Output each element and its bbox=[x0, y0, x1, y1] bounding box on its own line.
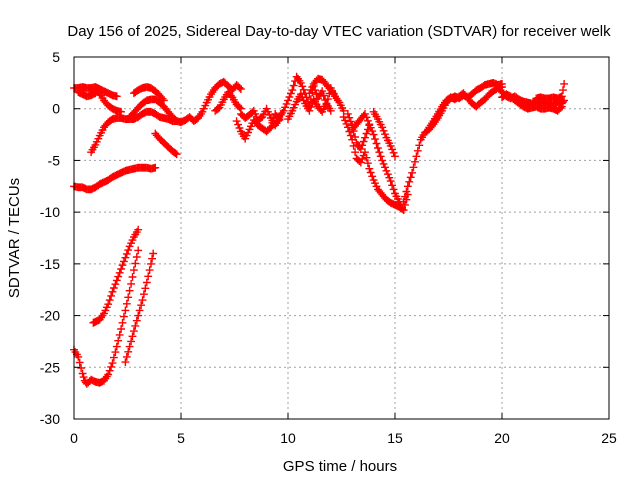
data-points bbox=[70, 72, 568, 388]
marker-path bbox=[211, 88, 245, 115]
marker-path bbox=[172, 77, 245, 127]
y-tick-label: -10 bbox=[40, 204, 60, 220]
series-arc-21 bbox=[348, 110, 408, 214]
series-arc-17 bbox=[284, 90, 335, 123]
marker-path bbox=[425, 83, 506, 132]
marker-path bbox=[275, 72, 348, 121]
y-axis-label: SDTVAR / TECUs bbox=[6, 178, 23, 298]
x-tick-label: 5 bbox=[177, 430, 185, 446]
y-tick-label: -25 bbox=[40, 359, 60, 375]
marker-path bbox=[532, 80, 568, 103]
marker-path bbox=[232, 110, 284, 143]
chart-title: Day 156 of 2025, Sidereal Day-to-day VTE… bbox=[67, 23, 611, 40]
marker-path bbox=[130, 83, 168, 105]
series-arc-26 bbox=[498, 90, 566, 115]
plot-frame bbox=[73, 56, 610, 420]
series-arc-7 bbox=[151, 129, 181, 159]
x-tick-label: 20 bbox=[494, 430, 510, 446]
series-arc-22 bbox=[369, 107, 399, 161]
marker-path bbox=[348, 110, 408, 214]
y-tick-label: 0 bbox=[52, 101, 60, 117]
x-tick-label: 25 bbox=[601, 430, 617, 446]
marker-path bbox=[237, 104, 284, 130]
marker-path bbox=[89, 225, 143, 327]
x-tick-label: 10 bbox=[280, 430, 296, 446]
series-arc-11 bbox=[121, 249, 158, 366]
series-arc-27 bbox=[532, 80, 568, 103]
x-tick-label: 15 bbox=[387, 430, 403, 446]
y-tick-label: 5 bbox=[52, 49, 60, 65]
y-tick-label: -5 bbox=[48, 152, 61, 168]
series-arc-13 bbox=[211, 88, 245, 115]
series-arc-6 bbox=[130, 83, 168, 105]
marker-path bbox=[305, 74, 339, 101]
series-arc-24 bbox=[425, 83, 506, 132]
y-tick-label: -15 bbox=[40, 256, 60, 272]
marker-path bbox=[151, 129, 181, 159]
marker-path bbox=[121, 249, 158, 366]
axes: 0 5 10 15 20 25 5 0 -5 -10 -15 -20 -25 -30 bbox=[40, 49, 617, 446]
series-arc-14 bbox=[232, 110, 284, 143]
marker-path bbox=[74, 85, 104, 101]
marker-path bbox=[125, 95, 181, 125]
marker-path bbox=[284, 90, 335, 123]
y-tick-label: -20 bbox=[40, 308, 60, 324]
series-arc-5 bbox=[125, 95, 181, 125]
x-axis-label: GPS time / hours bbox=[283, 458, 397, 475]
series-arc-16 bbox=[275, 72, 348, 121]
series-arc-12 bbox=[172, 77, 245, 127]
series-arc-15 bbox=[237, 104, 284, 130]
marker-path bbox=[369, 107, 399, 161]
series-arc-10 bbox=[89, 225, 143, 327]
marker-path bbox=[498, 90, 566, 115]
x-tick-label: 0 bbox=[70, 430, 78, 446]
y-tick-label: -30 bbox=[40, 411, 60, 427]
series-arc-18 bbox=[305, 74, 339, 101]
series-arc-3 bbox=[74, 85, 104, 101]
